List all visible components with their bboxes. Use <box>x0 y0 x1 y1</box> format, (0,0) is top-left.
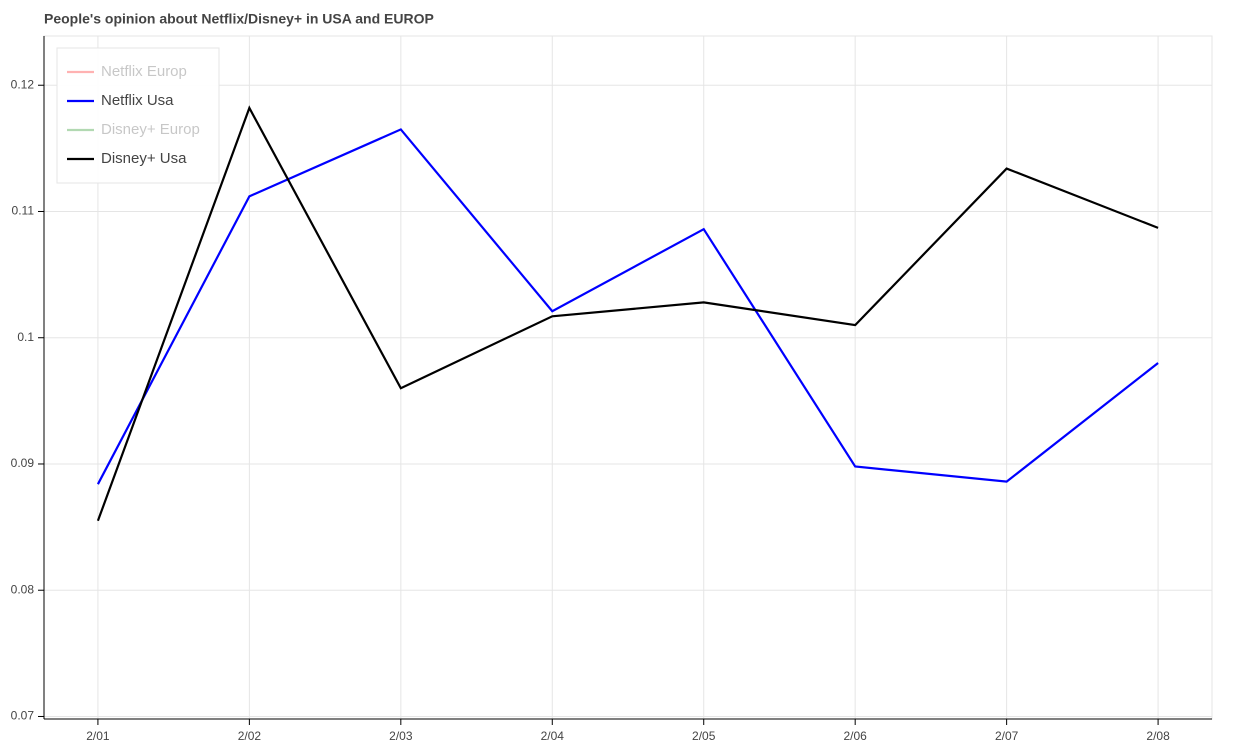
x-tick-label: 2/07 <box>995 729 1019 743</box>
chart-title: People's opinion about Netflix/Disney+ i… <box>44 11 434 27</box>
x-tick-label: 2/05 <box>692 729 716 743</box>
x-tick-label: 2/03 <box>389 729 413 743</box>
y-tick-label: 0.08 <box>11 582 35 596</box>
x-tick-label: 2/04 <box>541 729 565 743</box>
legend-label: Netflix Europ <box>101 63 187 80</box>
x-tick-label: 2/06 <box>843 729 867 743</box>
legend-box <box>56 47 220 184</box>
y-tick-label: 0.1 <box>17 330 34 344</box>
legend-label: Disney+ Usa <box>101 150 187 167</box>
series-line <box>96 128 1159 485</box>
x-tick-label: 2/02 <box>238 729 262 743</box>
legend-label: Netflix Usa <box>101 92 174 109</box>
y-tick-label: 0.09 <box>11 456 35 470</box>
y-tick-label: 0.11 <box>12 204 35 218</box>
y-tick-label: 0.07 <box>11 709 35 723</box>
legend-label: Disney+ Europ <box>101 121 200 138</box>
series-line <box>96 105 1159 522</box>
y-tick-label: 0.12 <box>11 77 35 91</box>
x-tick-label: 2/08 <box>1146 729 1170 743</box>
x-tick-label: 2/01 <box>86 729 110 743</box>
